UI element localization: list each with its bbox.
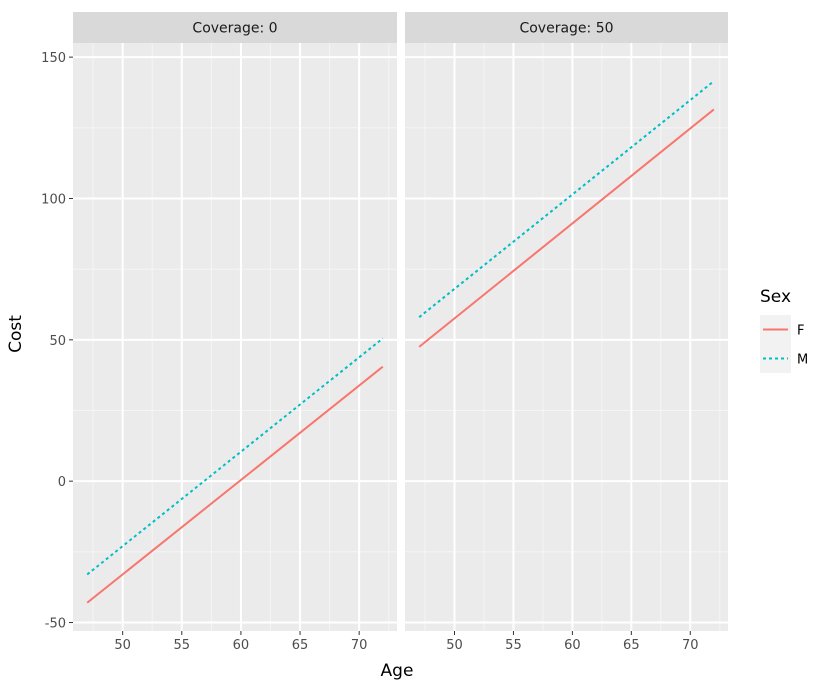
x-tick-label: 50 bbox=[114, 638, 131, 653]
x-tick-label: 60 bbox=[564, 638, 581, 653]
panels: Coverage: 0 50 55 60 65 70 Coverage: 50 50 55 60 6… bbox=[73, 12, 728, 653]
x-tick-label: 60 bbox=[233, 638, 250, 653]
x-axis-title: Age bbox=[381, 661, 414, 681]
legend-title: Sex bbox=[760, 287, 791, 307]
x-tick-label: 55 bbox=[505, 638, 522, 653]
x-tick-label: 50 bbox=[446, 638, 463, 653]
y-tick-label: -50 bbox=[45, 617, 66, 632]
facet-strip bbox=[405, 12, 728, 43]
legend-label-m: M bbox=[797, 353, 808, 368]
series-line-m bbox=[418, 80, 715, 318]
facet-strip-label: Coverage: 50 bbox=[519, 21, 613, 37]
x-tick-label: 55 bbox=[174, 638, 191, 653]
panel-background bbox=[73, 43, 397, 631]
x-tick-label: 65 bbox=[623, 638, 640, 653]
series-line-f bbox=[418, 108, 715, 348]
y-tick-label: 0 bbox=[58, 475, 66, 490]
facet-strip bbox=[73, 12, 397, 43]
panel-1: Coverage: 0 50 55 60 65 70 bbox=[73, 12, 397, 653]
panel-2: Coverage: 50 50 55 60 65 70 bbox=[405, 12, 728, 653]
legend: Sex FM bbox=[760, 287, 808, 373]
y-axis-title: Cost bbox=[6, 315, 26, 353]
x-tick-label: 65 bbox=[292, 638, 309, 653]
y-tick-label: 50 bbox=[49, 334, 66, 349]
panel-background bbox=[405, 43, 728, 631]
y-axis: -50 0 50 100 150 bbox=[41, 51, 73, 632]
x-tick-label: 70 bbox=[682, 638, 699, 653]
y-tick-label: 100 bbox=[41, 192, 66, 207]
legend-label-f: F bbox=[797, 324, 804, 339]
facet-strip-label: Coverage: 0 bbox=[192, 21, 277, 37]
series-line-f bbox=[86, 365, 384, 604]
y-tick-label: 150 bbox=[41, 51, 66, 66]
x-tick-label: 70 bbox=[351, 638, 368, 653]
legend-keys: FM bbox=[760, 315, 808, 373]
